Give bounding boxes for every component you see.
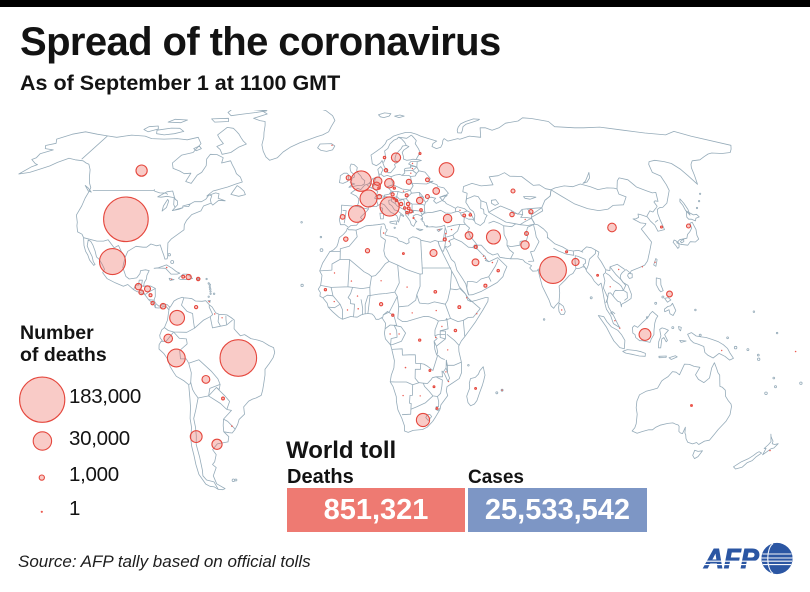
svg-text:AFP: AFP (703, 543, 760, 574)
